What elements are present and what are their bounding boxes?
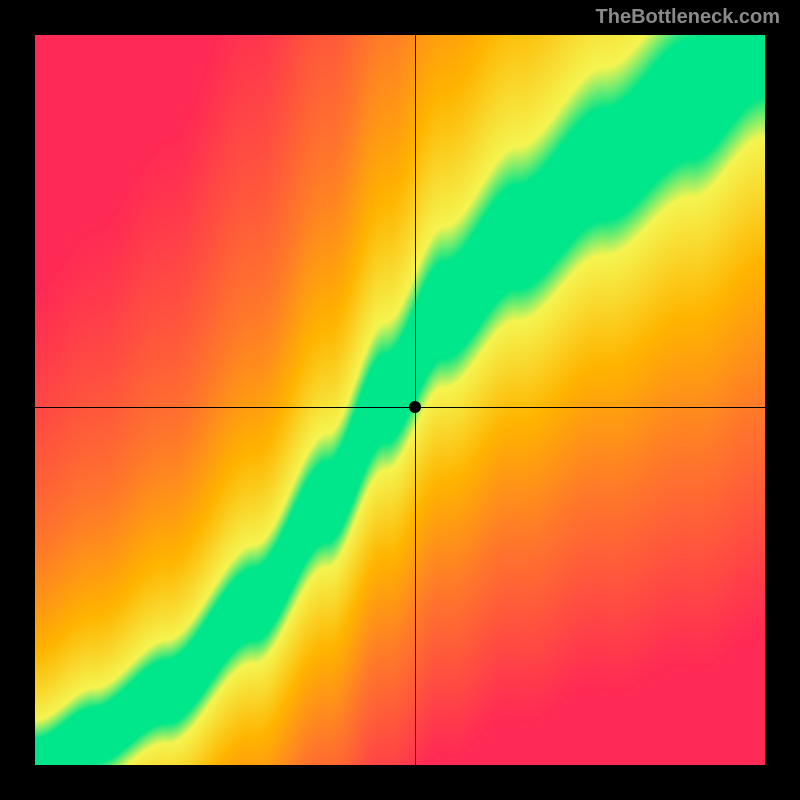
heatmap-canvas	[35, 35, 765, 765]
crosshair-horizontal	[35, 407, 765, 408]
watermark-text: TheBottleneck.com	[596, 6, 780, 29]
crosshair-vertical	[415, 35, 416, 765]
crosshair-marker	[409, 401, 421, 413]
heatmap-chart	[35, 35, 765, 765]
